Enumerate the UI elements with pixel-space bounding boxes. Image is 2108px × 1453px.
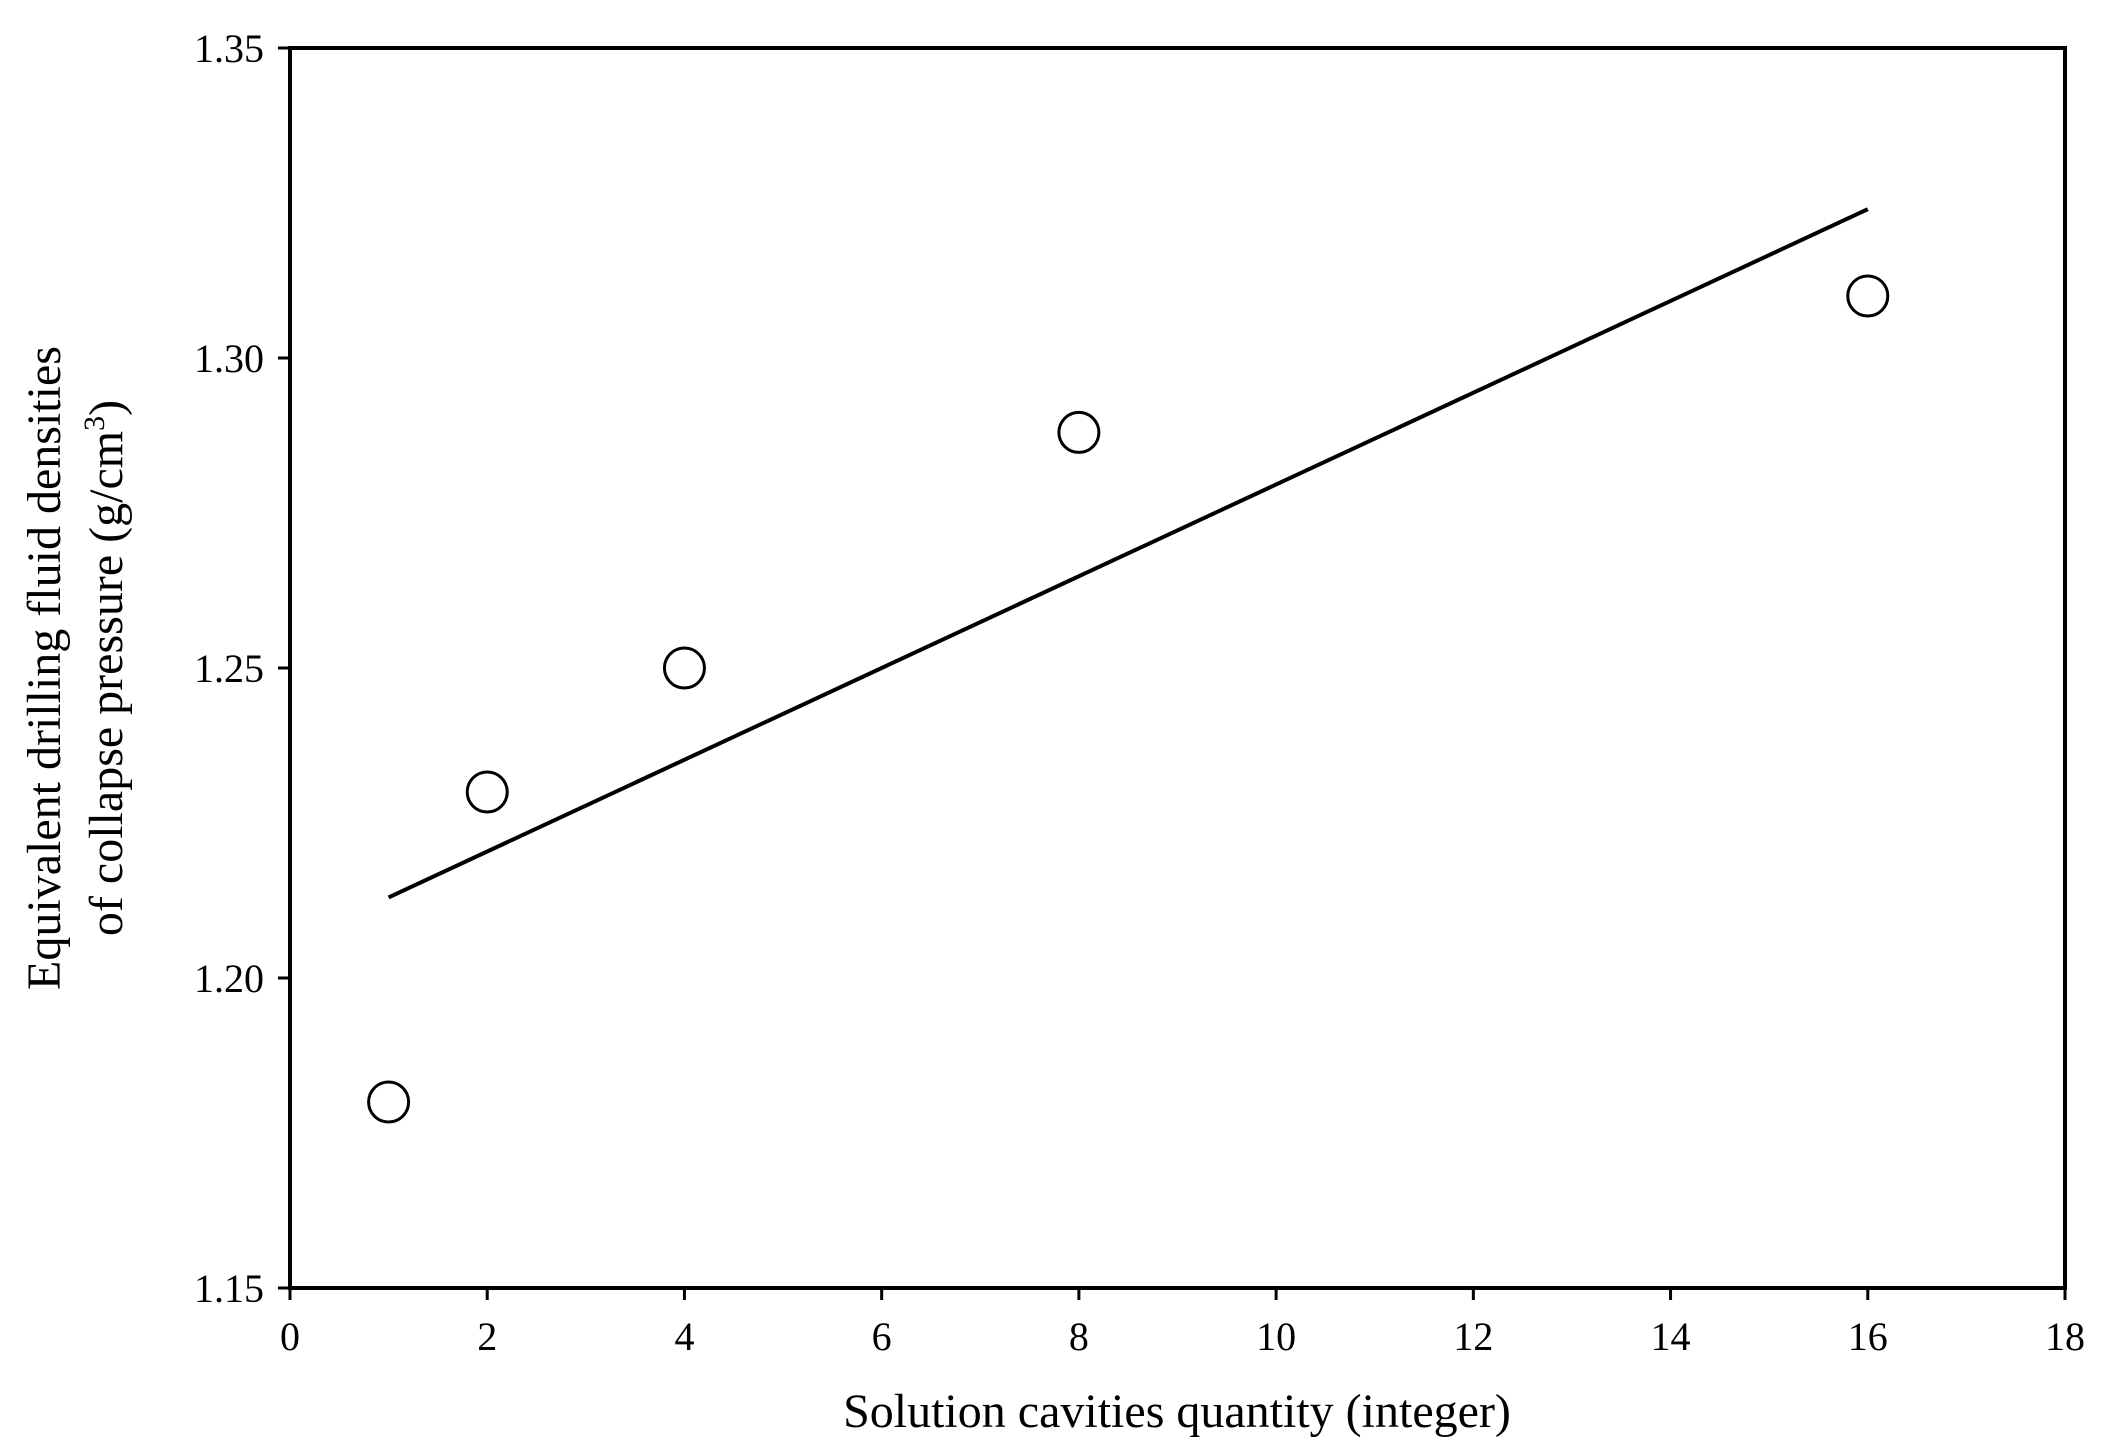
y-axis-title-superscript: 3 xyxy=(78,416,111,431)
x-tick-label: 8 xyxy=(1069,1314,1089,1359)
data-point xyxy=(662,646,706,690)
y-axis-title-line1: Equivalent drilling fluid densities xyxy=(18,346,71,990)
y-axis-ticks: 1.15 1.20 1.25 1.30 1.35 xyxy=(194,26,290,1311)
y-tick-label: 1.35 xyxy=(194,26,264,71)
x-tick-label: 12 xyxy=(1453,1314,1493,1359)
data-point xyxy=(367,1080,411,1124)
x-axis-ticks: 0 2 4 6 8 10 12 14 16 18 xyxy=(280,1288,2085,1359)
x-axis-title: Solution cavities quantity (integer) xyxy=(843,1385,1511,1438)
x-tick-label: 14 xyxy=(1651,1314,1691,1359)
data-point xyxy=(465,770,509,814)
y-tick-label: 1.30 xyxy=(194,336,264,381)
x-tick-label: 6 xyxy=(872,1314,892,1359)
y-tick-label: 1.20 xyxy=(194,956,264,1001)
y-axis-title-line2-text: of collapse pressure (g/cm xyxy=(80,431,133,936)
data-points xyxy=(367,274,1890,1124)
y-axis-title-line2-end: ) xyxy=(80,400,133,416)
x-tick-label: 18 xyxy=(2045,1314,2085,1359)
y-axis-title-line2: of collapse pressure (g/cm3) xyxy=(78,400,133,936)
data-point xyxy=(1057,410,1101,454)
data-point xyxy=(1846,274,1890,318)
trendline xyxy=(387,207,1869,900)
x-tick-label: 10 xyxy=(1256,1314,1296,1359)
y-axis-title: Equivalent drilling fluid densities of c… xyxy=(18,346,133,990)
x-tick-label: 2 xyxy=(477,1314,497,1359)
plot-area-frame xyxy=(288,46,2067,1290)
trendline-layer xyxy=(387,207,1869,900)
y-tick-label: 1.15 xyxy=(194,1266,264,1311)
y-tick-label: 1.25 xyxy=(194,646,264,691)
x-tick-label: 16 xyxy=(1848,1314,1888,1359)
x-tick-label: 0 xyxy=(280,1314,300,1359)
x-tick-label: 4 xyxy=(674,1314,694,1359)
